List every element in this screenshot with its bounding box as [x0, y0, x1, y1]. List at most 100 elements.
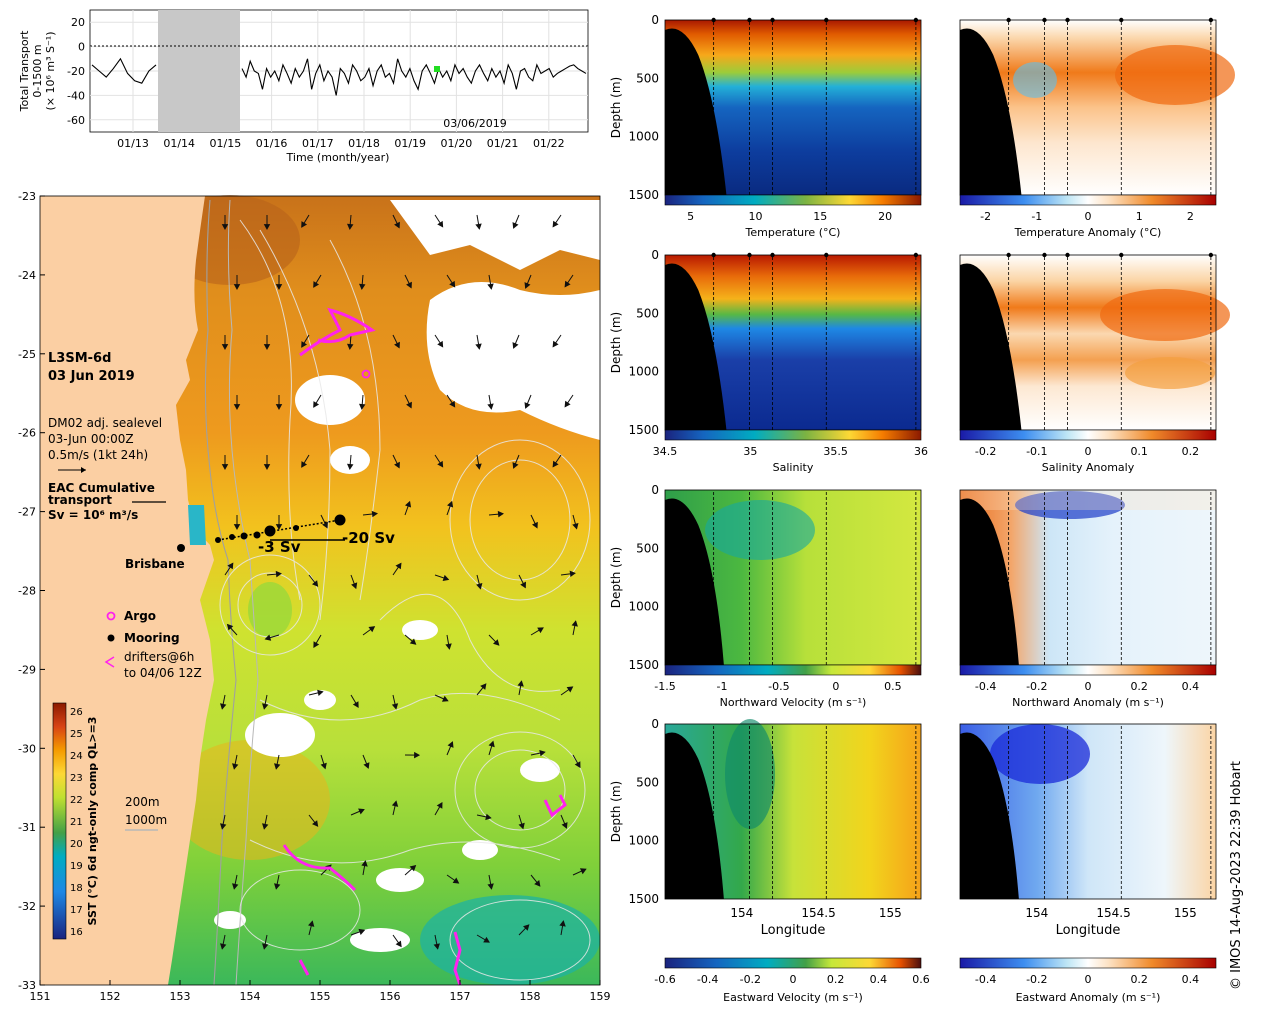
velocity-arrow-head [275, 570, 282, 578]
sst-cbar-tick: 22 [70, 795, 83, 806]
velocity-arrow-head [368, 626, 376, 633]
colorbar-tick-label: 15 [813, 210, 827, 223]
velocity-arrow-head [311, 580, 319, 587]
velocity-arrow-head [347, 223, 354, 230]
velocity-arrow-head [485, 813, 492, 821]
velocity-arrow-head [391, 800, 399, 807]
mooring-dot [215, 537, 221, 543]
timeseries-panel: 03/06/2019 200-20-40-60 01/13 01/14 01/15 0… [18, 9, 589, 164]
timeseries-y-label: Total Transport 0-1500 m (× 10⁶ m³ S⁻¹) [18, 30, 57, 112]
velocity-arrow-head [313, 281, 320, 288]
xtick-label: 01/17 [302, 137, 334, 150]
lon-tick-label: 154 [730, 906, 753, 920]
velocity-arrow-head [437, 220, 444, 228]
colorbar-tick-label: -0.4 [975, 973, 996, 986]
ylabel-line-1: Total Transport [18, 30, 31, 112]
velocity-arrow-head [275, 404, 283, 411]
colorbar-tick-label: 34.5 [653, 445, 678, 458]
colorbar [664, 194, 922, 206]
sst-cbar-tick: 20 [70, 839, 83, 850]
argo-float [361, 369, 371, 379]
section-frame [959, 723, 1217, 900]
velocity-arrow-head [313, 641, 320, 648]
colorbar-tick-label: -0.4 [697, 973, 718, 986]
sst-cbar-tick: 25 [70, 729, 83, 740]
section-frame [664, 723, 922, 900]
velocity-arrow-head [221, 464, 229, 471]
xtick-label: 01/19 [394, 137, 426, 150]
colorbar-label: Northward Anomaly (m s⁻¹) [1012, 696, 1164, 709]
section-panel-7: 154 154.5 155 Longitude -0.4 -0.2 0 0.2 0.4 Eastw… [959, 723, 1217, 1004]
seafloor-mask [960, 28, 1022, 195]
timeseries-x-ticks: 01/13 01/14 01/15 01/16 01/17 01/18 01/19 01/20… [117, 137, 565, 150]
velocity-arrow-head [358, 808, 365, 815]
velocity-arrow-head [359, 403, 366, 410]
depth-tick-label: 1500 [628, 423, 659, 437]
ylabel-line-2: 0-1500 m [31, 44, 44, 97]
lat-tick-label: -29 [18, 663, 36, 676]
colorbar-tick-label: -0.4 [975, 680, 996, 693]
velocity-arrow-head [552, 220, 559, 228]
velocity-arrow-head [274, 883, 281, 890]
depth-tick-label: 0 [651, 13, 659, 27]
lon-tick-label: 156 [380, 990, 401, 1003]
sst-colorbar [52, 702, 67, 940]
velocity-arrow-head [233, 524, 241, 531]
eac-line-1: EAC Cumulative [48, 481, 155, 495]
lat-tick-label: -27 [18, 506, 36, 519]
velocity-arrow-head [358, 928, 366, 935]
depth-axis-label: Depth (m) [609, 547, 623, 608]
map-lon-ticks: 151 152 153 154 155 156 157 158 159 [30, 980, 611, 1003]
colorbar-tick-label: -0.6 [654, 973, 675, 986]
velocity-arrow-head [442, 574, 450, 581]
velocity-arrow-head [518, 822, 525, 830]
velocity-arrow-head [263, 344, 271, 351]
velocity-arrow-head [572, 522, 579, 530]
transport-label-b: -20 Sv [342, 529, 395, 547]
colorbar-tick-label: -0.2 [975, 445, 996, 458]
map-lat-ticks: -23 -24 -25 -26 -27 -28 -29 -30 -31 -32 -33 [18, 190, 45, 992]
velocity-arrow-head [262, 703, 269, 710]
velocity-core [725, 719, 775, 829]
timeseries-x-label: Time (month/year) [286, 151, 390, 164]
colorbar-label: Eastward Velocity (m s⁻¹) [723, 991, 863, 1004]
velocity-arrow-head [232, 883, 239, 890]
legend-argo: Argo [124, 609, 156, 623]
sealevel-streamlines [219, 219, 591, 981]
velocity-arrow-head [447, 500, 454, 508]
colorbar-tick-label: 0.4 [1182, 680, 1200, 693]
lon-tick-label: 155 [310, 990, 331, 1003]
velocity-arrow-head [449, 280, 456, 288]
velocity-arrow-head [226, 623, 234, 631]
mooring-legend-icon [107, 634, 115, 642]
ytick-label: 0 [78, 41, 85, 54]
velocity-arrow-head [301, 461, 308, 468]
xtick-label: 01/21 [487, 137, 519, 150]
sst-cbar-tick: 26 [70, 707, 83, 718]
velocity-arrow-head [436, 801, 443, 809]
colorbar-label: Temperature (°C) [745, 226, 841, 239]
sst-colorbar-ticks: 26 25 24 23 22 21 20 19 18 17 16 [70, 707, 83, 938]
contour-legend-200m: 200m [125, 795, 160, 809]
seafloor-mask [665, 732, 724, 899]
transport-label-a: -3 Sv [258, 538, 301, 556]
velocity-arrow-head [406, 401, 412, 409]
timeseries-data-gap [158, 10, 240, 132]
velocity-arrow-head [566, 686, 574, 693]
colorbar-tick-label: 36 [914, 445, 928, 458]
lon-tick-label: 151 [30, 990, 51, 1003]
velocity-arrow-head [475, 223, 482, 230]
velocity-arrow-head [312, 820, 319, 827]
velocity-arrow-head [227, 562, 234, 570]
timeseries-y-ticks: 20 0 -20 -40 -60 [67, 16, 85, 127]
colorbar-tick-label: 0.2 [1130, 680, 1148, 693]
lon-tick-label: 155 [879, 906, 902, 920]
colorbar-tick-label: 0.2 [1182, 445, 1200, 458]
velocity-arrow-head [520, 581, 526, 589]
velocity-arrow-head [263, 464, 271, 471]
velocity-arrow-head [395, 940, 402, 948]
colorbar-tick-label: -1 [1031, 210, 1042, 223]
mooring-array [177, 514, 346, 552]
section-panel-3: -0.2 -0.1 0 0.1 0.2 Salinity Anomaly [959, 252, 1230, 474]
depth-tick-label: 1000 [628, 600, 659, 614]
